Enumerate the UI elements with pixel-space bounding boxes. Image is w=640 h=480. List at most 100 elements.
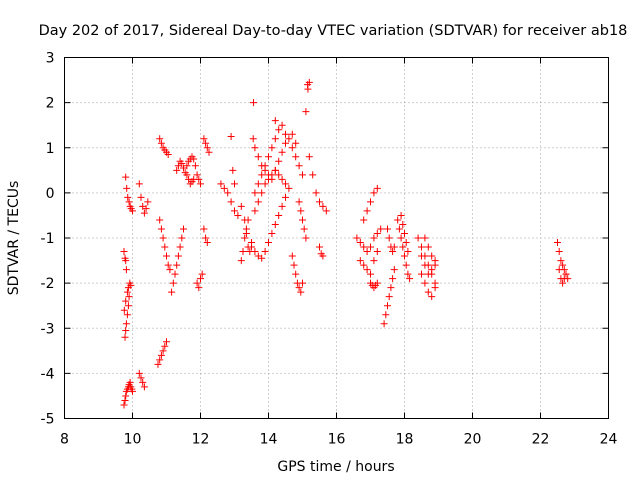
x-axis-label: GPS time / hours [277, 459, 394, 475]
data-point [394, 216, 402, 224]
data-point [418, 252, 425, 260]
x-tick-label: 10 [124, 432, 142, 448]
data-point [121, 396, 129, 404]
data-point [254, 153, 262, 161]
data-point [431, 284, 439, 292]
data-point [231, 207, 238, 215]
data-point [401, 229, 408, 237]
data-point [275, 157, 283, 165]
data-point [164, 261, 172, 269]
data-point [157, 139, 165, 147]
data-point [193, 279, 201, 287]
data-point [154, 360, 162, 368]
data-point [377, 225, 385, 233]
data-point [140, 209, 148, 217]
data-point [312, 189, 320, 197]
data-point [299, 279, 306, 287]
y-tick-label: 2 [46, 96, 55, 112]
data-point [404, 270, 412, 278]
data-point [278, 121, 286, 129]
data-point [292, 153, 300, 161]
data-point [424, 288, 432, 296]
y-tick-label: 1 [46, 141, 55, 157]
data-point [373, 279, 381, 287]
data-point [249, 135, 257, 143]
data-point [197, 275, 204, 283]
data-point [254, 180, 262, 188]
data-point [202, 139, 210, 147]
data-point [414, 234, 422, 242]
data-point [424, 243, 432, 251]
data-point [227, 132, 235, 140]
data-point [200, 135, 208, 143]
data-point [353, 234, 361, 242]
data-point [122, 257, 130, 265]
data-point [174, 252, 182, 260]
data-point [278, 175, 286, 183]
data-point [316, 243, 323, 251]
data-point [285, 184, 293, 192]
data-point [402, 261, 410, 269]
plot-frame [64, 57, 609, 419]
data-point [265, 239, 272, 247]
data-point [360, 216, 368, 224]
data-point [295, 284, 303, 292]
data-point [418, 270, 425, 278]
y-tick-label: 0 [46, 186, 55, 202]
data-point [237, 257, 245, 265]
data-point [164, 151, 172, 159]
data-point [122, 266, 130, 274]
data-point [121, 333, 129, 341]
data-point [156, 216, 164, 224]
data-point [137, 193, 145, 201]
data-point [161, 243, 169, 251]
data-point [384, 225, 391, 233]
data-point [428, 252, 436, 260]
data-point [227, 198, 235, 206]
data-point [197, 180, 204, 188]
data-point [198, 270, 206, 278]
data-point [144, 198, 152, 206]
data-point [304, 85, 312, 93]
data-point [268, 229, 276, 237]
data-point [275, 211, 283, 219]
data-point [173, 261, 181, 269]
data-point [195, 175, 203, 183]
y-tick-label: -4 [41, 366, 55, 382]
data-point [322, 207, 330, 215]
data-point [258, 171, 266, 179]
data-point [171, 270, 179, 278]
data-point [242, 225, 250, 233]
data-point [421, 261, 429, 269]
data-point [271, 135, 279, 143]
data-point [559, 279, 567, 287]
data-point [292, 139, 300, 147]
data-point [288, 144, 296, 152]
y-tick-label: -3 [41, 321, 55, 337]
data-point [382, 311, 390, 319]
data-point [424, 270, 432, 278]
data-point [139, 378, 147, 386]
data-point [123, 288, 131, 296]
data-point [239, 248, 247, 256]
data-point [282, 139, 289, 147]
data-points [120, 78, 572, 409]
data-point [205, 148, 213, 156]
data-point [397, 211, 405, 219]
data-point [421, 279, 429, 287]
data-point [234, 211, 242, 219]
data-point [120, 248, 128, 256]
data-point [244, 216, 252, 224]
data-point [282, 180, 289, 188]
data-point [261, 162, 269, 170]
x-tick-label: 24 [600, 432, 618, 448]
data-point [241, 234, 249, 242]
data-point [363, 207, 371, 215]
data-point [428, 266, 436, 274]
data-point [178, 160, 186, 168]
data-point [559, 261, 567, 269]
data-point [268, 144, 276, 152]
data-point [251, 189, 259, 197]
